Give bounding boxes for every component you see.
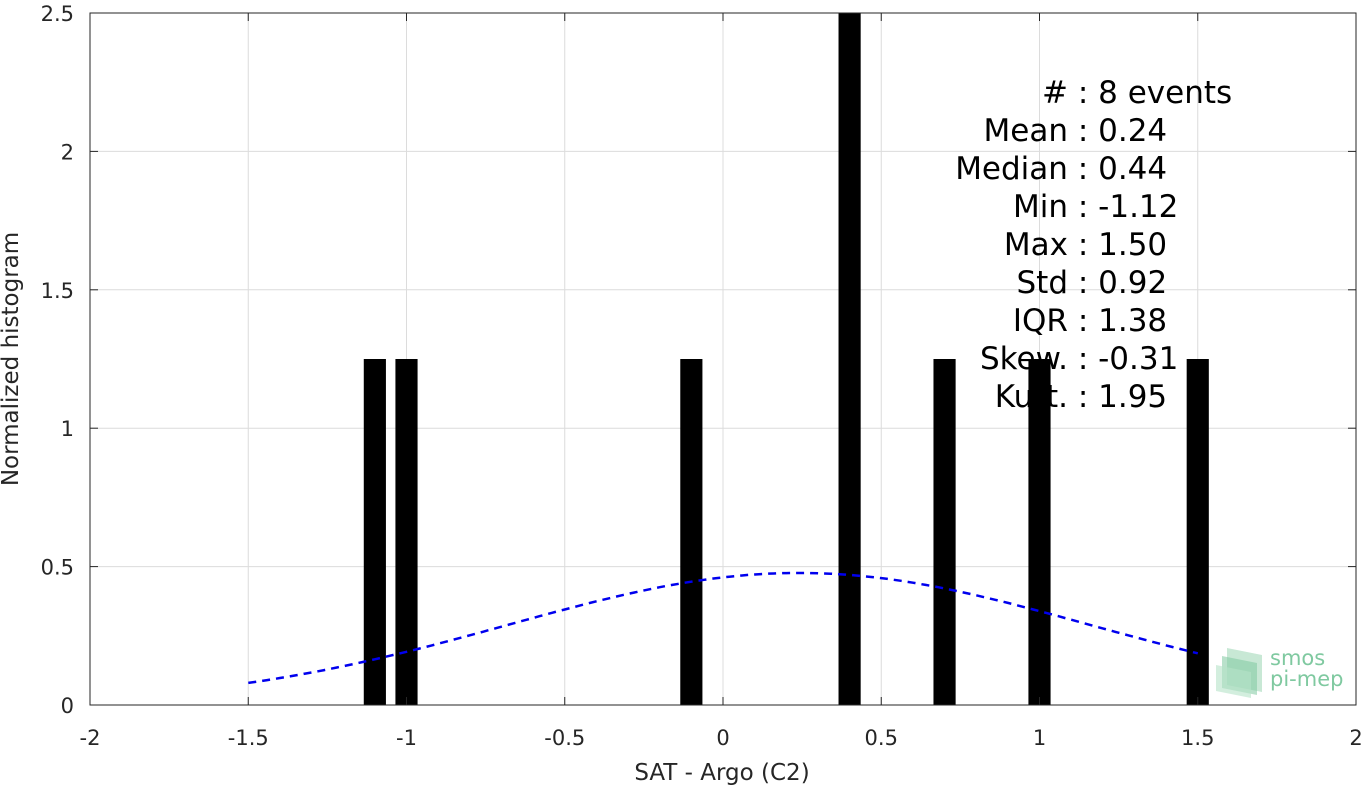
y-tick-label: 0.5 <box>41 556 74 580</box>
y-tick-label: 2.5 <box>41 2 74 26</box>
x-tick-label: 2 <box>1349 726 1362 750</box>
histogram-bar <box>1028 359 1051 705</box>
histogram-bar <box>680 359 703 705</box>
x-tick-label: 0 <box>716 726 729 750</box>
stat-line: Max : 1.50 <box>1004 227 1167 263</box>
stat-line: Kurt. : 1.95 <box>995 379 1167 415</box>
logo-text-pi-mep: pi-mep <box>1270 667 1343 691</box>
plot-frame <box>89 12 1357 706</box>
histogram-bar <box>395 359 418 705</box>
y-tick-label: 1 <box>61 417 74 441</box>
x-tick-label: 1.5 <box>1181 726 1214 750</box>
x-tick-label: 0.5 <box>865 726 898 750</box>
x-tick-label: 1 <box>1033 726 1046 750</box>
normal-fit-curve <box>248 571 1199 685</box>
x-tick-label: -1 <box>396 726 417 750</box>
histogram-bar <box>363 359 386 705</box>
x-tick-label: -0.5 <box>544 726 585 750</box>
x-axis-label: SAT - Argo (C2) <box>634 760 809 786</box>
histogram-bar <box>1186 359 1209 705</box>
histogram-bar <box>933 359 956 705</box>
x-tick-label: -2 <box>80 726 101 750</box>
histogram-bar <box>838 13 861 705</box>
logo-text-smos: smos <box>1270 646 1325 670</box>
logo-mark-icon <box>1216 648 1262 698</box>
y-tick-label: 1.5 <box>41 279 74 303</box>
y-tick-labels: 0 0.5 1 1.5 2 2.5 <box>41 2 74 718</box>
y-tick-label: 2 <box>61 140 74 164</box>
x-tick-label: -1.5 <box>228 726 269 750</box>
histogram-bars <box>363 13 1209 705</box>
stat-line: Mean : 0.24 <box>984 113 1168 149</box>
stat-line: Skew. : -0.31 <box>980 341 1178 377</box>
stat-line: Std : 0.92 <box>1017 265 1168 301</box>
y-tick-label: 0 <box>61 694 74 718</box>
stat-line: Median : 0.44 <box>955 151 1167 187</box>
smos-pi-mep-logo: smos pi-mep <box>1216 646 1343 698</box>
axes-frame <box>89 12 1357 706</box>
stat-line: IQR : 1.38 <box>1013 303 1167 339</box>
x-tick-labels: -2 -1.5 -1 -0.5 0 0.5 1 1.5 2 <box>80 726 1363 750</box>
y-axis-label: Normalized histogram <box>0 232 24 486</box>
stat-line: # : 8 events <box>1042 75 1232 111</box>
stat-line: Min : -1.12 <box>1013 189 1178 225</box>
